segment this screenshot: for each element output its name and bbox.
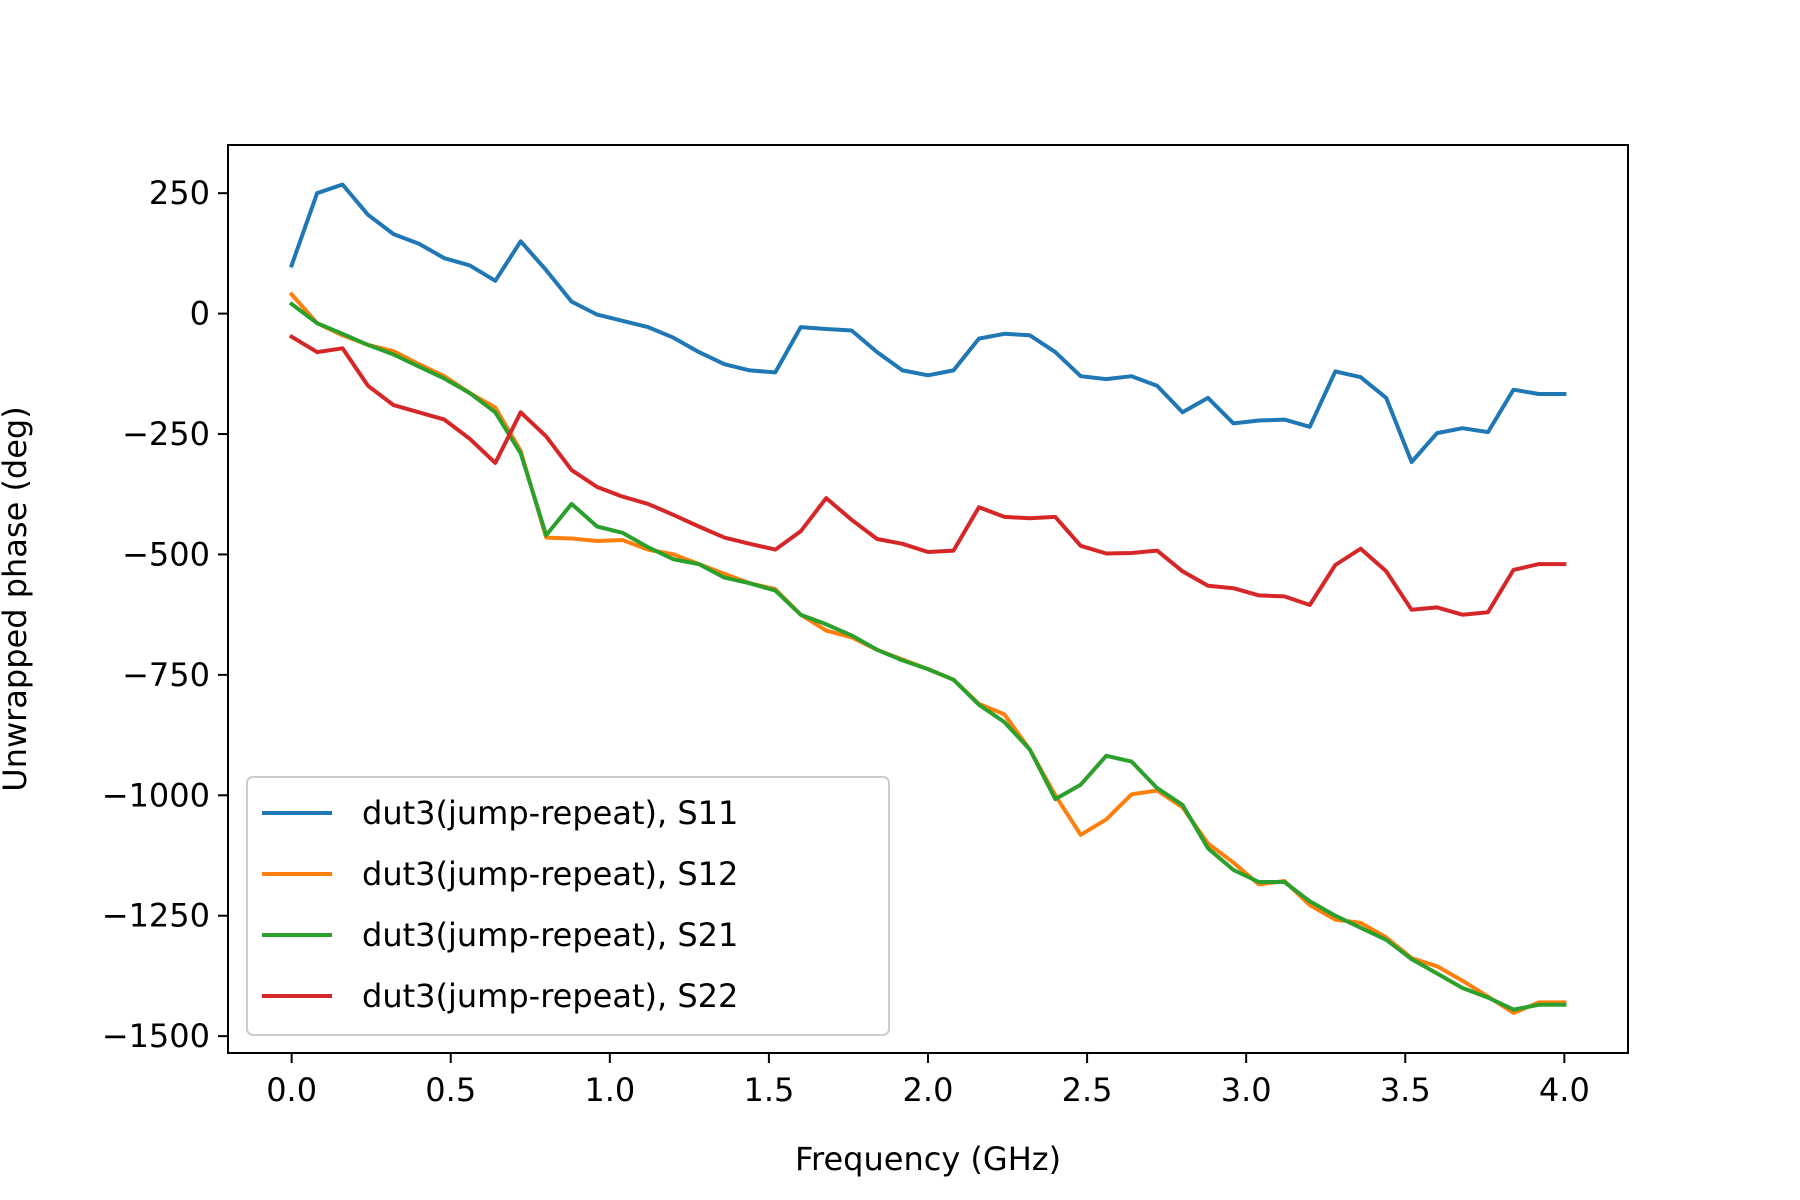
- x-tick-label: 3.5: [1380, 1071, 1431, 1109]
- legend-box: [246, 776, 890, 1036]
- y-tick-label: −250: [122, 415, 210, 453]
- x-tick-label: 0.5: [425, 1071, 476, 1109]
- legend-label: dut3(jump-repeat), S22: [362, 977, 738, 1015]
- y-axis: 250 0 −250 −500 −750 −1000 −1250 −1500: [102, 174, 228, 1055]
- y-tick-label: −1500: [102, 1017, 210, 1055]
- x-tick-label: 1.5: [743, 1071, 794, 1109]
- legend-label: dut3(jump-repeat), S11: [362, 794, 738, 832]
- y-tick-label: 250: [149, 174, 210, 212]
- y-tick-label: 0: [190, 295, 210, 333]
- y-axis-label: Unwrapped phase (deg): [0, 406, 34, 791]
- x-tick-label: 4.0: [1539, 1071, 1590, 1109]
- legend-label: dut3(jump-repeat), S21: [362, 916, 738, 954]
- x-tick-label: 0.0: [266, 1071, 317, 1109]
- legend: dut3(jump-repeat), S11 dut3(jump-repeat),…: [246, 776, 890, 1036]
- y-tick-label: −1250: [102, 897, 210, 935]
- x-tick-label: 2.5: [1062, 1071, 1113, 1109]
- series-layer: [288, 182, 1567, 1015]
- x-tick-label: 2.0: [903, 1071, 954, 1109]
- y-tick-label: −500: [122, 535, 210, 573]
- x-axis-label: Frequency (GHz): [795, 1140, 1061, 1178]
- x-tick-label: 1.0: [584, 1071, 635, 1109]
- legend-label: dut3(jump-repeat), S12: [362, 855, 738, 893]
- x-tick-label: 3.0: [1221, 1071, 1272, 1109]
- x-axis: 0.0 0.5 1.0 1.5 2.0 2.5 3.0 3.5 4.0: [266, 1053, 1590, 1109]
- series-line-1: [289, 182, 1567, 464]
- series-line-4: [288, 333, 1567, 617]
- y-tick-label: −750: [122, 656, 210, 694]
- series-line-3: [288, 301, 1567, 1012]
- y-tick-label: −1000: [102, 776, 210, 814]
